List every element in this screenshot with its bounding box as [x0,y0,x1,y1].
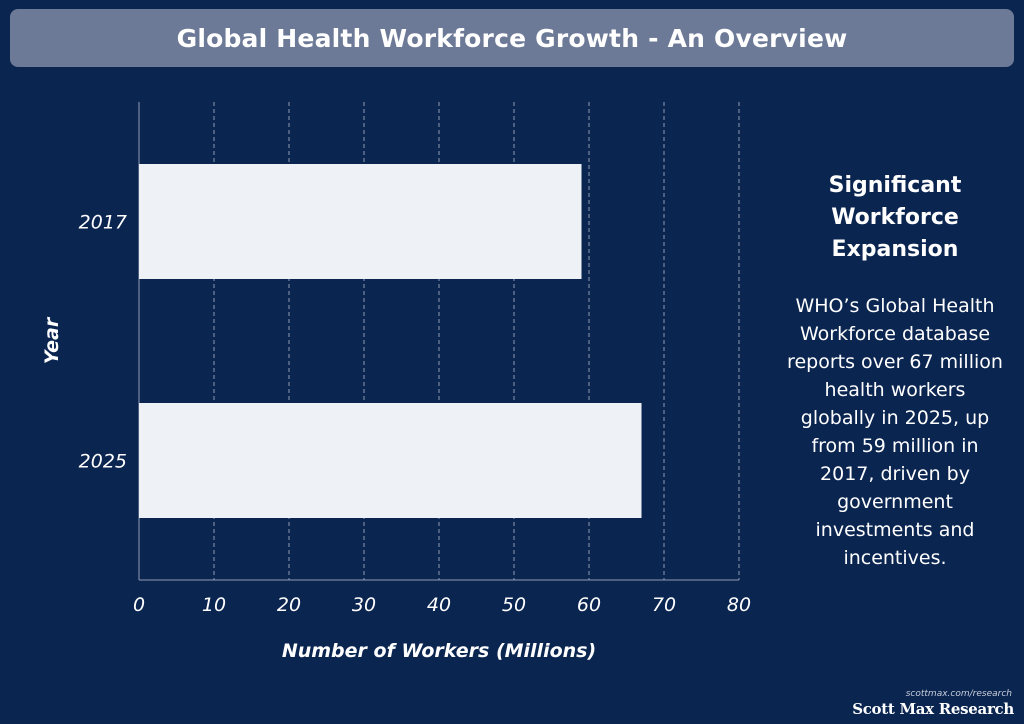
bars [139,164,642,518]
y-axis-title: Year [41,316,63,364]
x-tick-label-40: 40 [427,594,451,616]
x-tick-label-10: 10 [202,594,226,616]
x-tick-label-60: 60 [577,594,601,616]
x-tick-labels: 0 10 20 30 40 50 60 70 80 [133,594,751,616]
x-tick-label-80: 80 [727,594,751,616]
insight-panel: Significant Workforce Expansion WHO’s Gl… [785,170,1005,572]
brand-logo: Scott Max Research [852,700,1014,718]
title-bar: Global Health Workforce Growth - An Over… [10,9,1014,67]
x-tick-label-50: 50 [502,594,526,616]
y-tick-label-2017: 2017 [79,212,127,234]
insight-heading: Significant Workforce Expansion [828,173,962,262]
y-tick-labels: 2017 2025 [79,212,127,473]
bar-2025 [139,403,642,518]
insight-body: WHO’s Global Health Workforce database r… [787,295,1003,569]
x-tick-label-20: 20 [277,594,301,616]
x-tick-label-0: 0 [133,594,145,616]
y-tick-label-2025: 2025 [79,451,127,473]
x-axis-title: Number of Workers (Millions) [282,640,596,662]
x-tick-label-70: 70 [652,594,676,616]
chart-title: Global Health Workforce Growth - An Over… [176,23,848,53]
bar-2017 [139,164,582,279]
brand-url: scottmax.com/research [905,689,1012,699]
x-tick-label-30: 30 [352,594,376,616]
